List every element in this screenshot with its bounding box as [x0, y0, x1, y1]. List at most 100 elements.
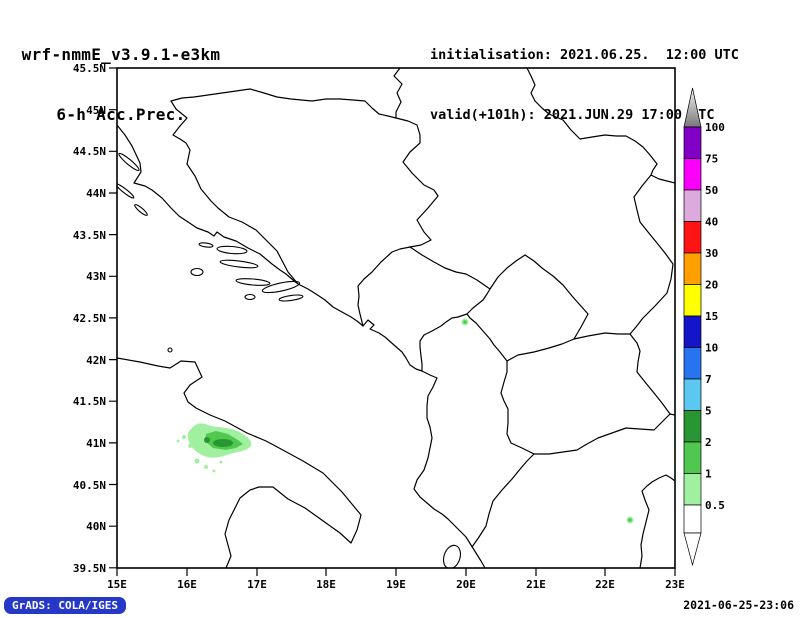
colorbar-label: 1: [705, 468, 712, 481]
colorbar-segment: [683, 284, 702, 317]
colorbar-segment: [683, 473, 702, 506]
x-axis-label: 17E: [247, 578, 267, 591]
colorbar-under-segment: [683, 504, 702, 534]
x-axis-label: 19E: [386, 578, 406, 591]
y-axis-label: 45N: [86, 104, 106, 117]
plot-title-block: wrf-nmmE_v3.9.1-e3km 6-h Acc.Prec.: [8, 5, 234, 165]
colorbar-segment: [683, 347, 702, 380]
y-axis-label: 43N: [86, 270, 106, 283]
colorbar-labels: 100 75 50 40 30 20 15 10 7 5 2 1 0.5: [705, 121, 725, 512]
island-outline: [117, 183, 135, 199]
colorbar-segment: [683, 378, 702, 411]
border-serbia-macedonia: [573, 332, 631, 340]
y-axis-ticks: [109, 67, 117, 569]
border-croatia-bosnia: [170, 88, 397, 285]
country-borders: [170, 68, 675, 548]
y-axis-label: 42.5N: [73, 312, 106, 325]
colorbar-segment: [683, 252, 702, 285]
y-axis-label: 43.5N: [73, 229, 106, 242]
precip-cell-greece-core: [628, 518, 632, 522]
colorbar-overflow-arrow: [683, 87, 702, 128]
precip-speck: [188, 444, 192, 448]
y-axis-labels: 45.5N 45N 44.5N 44N 43.5N 43N 42.5N 42N …: [73, 62, 106, 575]
colorbar-segment: [683, 126, 702, 159]
initialisation-time: initialisation: 2021.06.25. 12:00 UTC: [430, 47, 739, 63]
colorbar-label: 5: [705, 405, 712, 418]
y-axis-label: 41.5N: [73, 395, 106, 408]
x-axis-label: 22E: [595, 578, 615, 591]
island-outline: [244, 293, 256, 301]
y-axis-label: 39.5N: [73, 562, 106, 575]
y-axis-label: 40N: [86, 520, 106, 533]
precip-shading: [176, 318, 634, 524]
x-axis-label: 20E: [456, 578, 476, 591]
coastline-thermaic-gulf: [639, 474, 675, 568]
grads-credit-badge: GrADS: COLA/IGES: [4, 597, 126, 614]
model-title: wrf-nmmE_v3.9.1-e3km: [21, 45, 221, 64]
colorbar-label: 75: [705, 153, 718, 166]
island-outline: [134, 204, 148, 216]
island-outline: [190, 267, 204, 277]
colorbar-segment: [683, 158, 702, 191]
precip-speck: [197, 423, 201, 427]
corfu-island: [442, 544, 462, 568]
colorbar: 100 75 50 40 30 20 15 10 7 5 2 1 0.5: [683, 87, 725, 567]
precip-speck: [212, 469, 216, 473]
precip-area-dark: [204, 437, 210, 443]
border-montenegro-albania: [419, 313, 468, 372]
precip-speck: [194, 458, 200, 464]
border-serbia-bulgaria: [629, 174, 674, 335]
island-outline: [219, 259, 259, 269]
colorbar-segment: [683, 189, 702, 222]
island-outline: [278, 294, 304, 302]
colorbar-label: 50: [705, 184, 718, 197]
tremiti-island: [167, 347, 173, 353]
colorbar-label: 30: [705, 247, 718, 260]
x-axis-label: 16E: [177, 578, 197, 591]
y-axis-label: 44N: [86, 187, 106, 200]
border-albania-greece: [471, 453, 535, 548]
border-albania-macedonia: [500, 360, 535, 455]
adriatic-islands: [117, 152, 304, 302]
border-bosnia-montenegro: [357, 246, 411, 327]
colorbar-label: 15: [705, 310, 718, 323]
time-info-block: initialisation: 2021.06.25. 12:00 UTC va…: [430, 5, 739, 165]
colorbar-segment: [683, 410, 702, 443]
border-montenegro-serbia: [409, 246, 491, 290]
island-outline: [261, 280, 301, 294]
y-axis-label: 41N: [86, 437, 106, 450]
x-axis-label: 18E: [316, 578, 336, 591]
y-axis-label: 42N: [86, 354, 106, 367]
y-axis-label: 40.5N: [73, 479, 106, 492]
colorbar-segment: [683, 441, 702, 474]
colorbar-label: 7: [705, 373, 712, 386]
colorbar-label: 100: [705, 121, 725, 134]
colorbar-under-arrow: [683, 532, 702, 567]
valid-time: valid(+101h): 2021.JUN.29 17:00 UTC: [430, 107, 715, 123]
colorbar-label: 2: [705, 436, 712, 449]
precip-area-dark: [213, 439, 233, 447]
colorbar-label: 10: [705, 342, 718, 355]
x-axis-label: 21E: [526, 578, 546, 591]
precip-speck: [176, 439, 180, 443]
colorbar-label: 40: [705, 216, 718, 229]
border-bosnia-serbia: [395, 117, 439, 248]
creation-timestamp: 2021-06-25-23:06: [683, 598, 794, 612]
border-macedonia-greece: [533, 413, 671, 455]
island-outline: [235, 278, 271, 286]
precip-speck: [182, 435, 186, 439]
border-serbia-romania-danube: [526, 68, 675, 184]
x-axis-ticks: [116, 568, 676, 576]
precip-speck: [204, 465, 208, 469]
island-outline: [198, 242, 214, 248]
field-title: 6-h Acc.Prec.: [56, 105, 186, 124]
map-frame: [116, 67, 676, 569]
map-area: [117, 68, 675, 568]
precip-cell-kosovo-core: [463, 320, 467, 324]
colorbar-label: 0.5: [705, 499, 725, 512]
border-kosovo: [466, 254, 589, 362]
x-axis-label: 15E: [107, 578, 127, 591]
colorbar-segment: [683, 315, 702, 348]
colorbar-label: 20: [705, 279, 718, 292]
x-axis-label: 23E: [665, 578, 685, 591]
